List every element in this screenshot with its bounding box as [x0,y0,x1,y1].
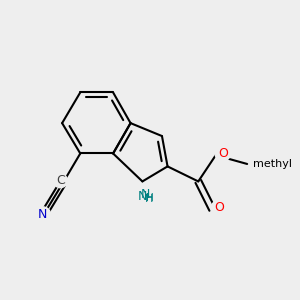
Circle shape [215,146,230,161]
Circle shape [35,207,51,222]
Text: H: H [145,194,153,204]
Text: N: N [140,188,150,201]
Text: H: H [146,193,154,203]
Text: N: N [38,208,48,221]
Text: N: N [138,190,147,202]
Text: O: O [214,201,224,214]
Circle shape [136,184,157,205]
Circle shape [53,174,68,188]
Circle shape [136,186,156,206]
Text: C: C [56,174,65,187]
Circle shape [212,200,227,215]
Text: methyl: methyl [254,159,292,169]
Text: O: O [218,147,228,160]
